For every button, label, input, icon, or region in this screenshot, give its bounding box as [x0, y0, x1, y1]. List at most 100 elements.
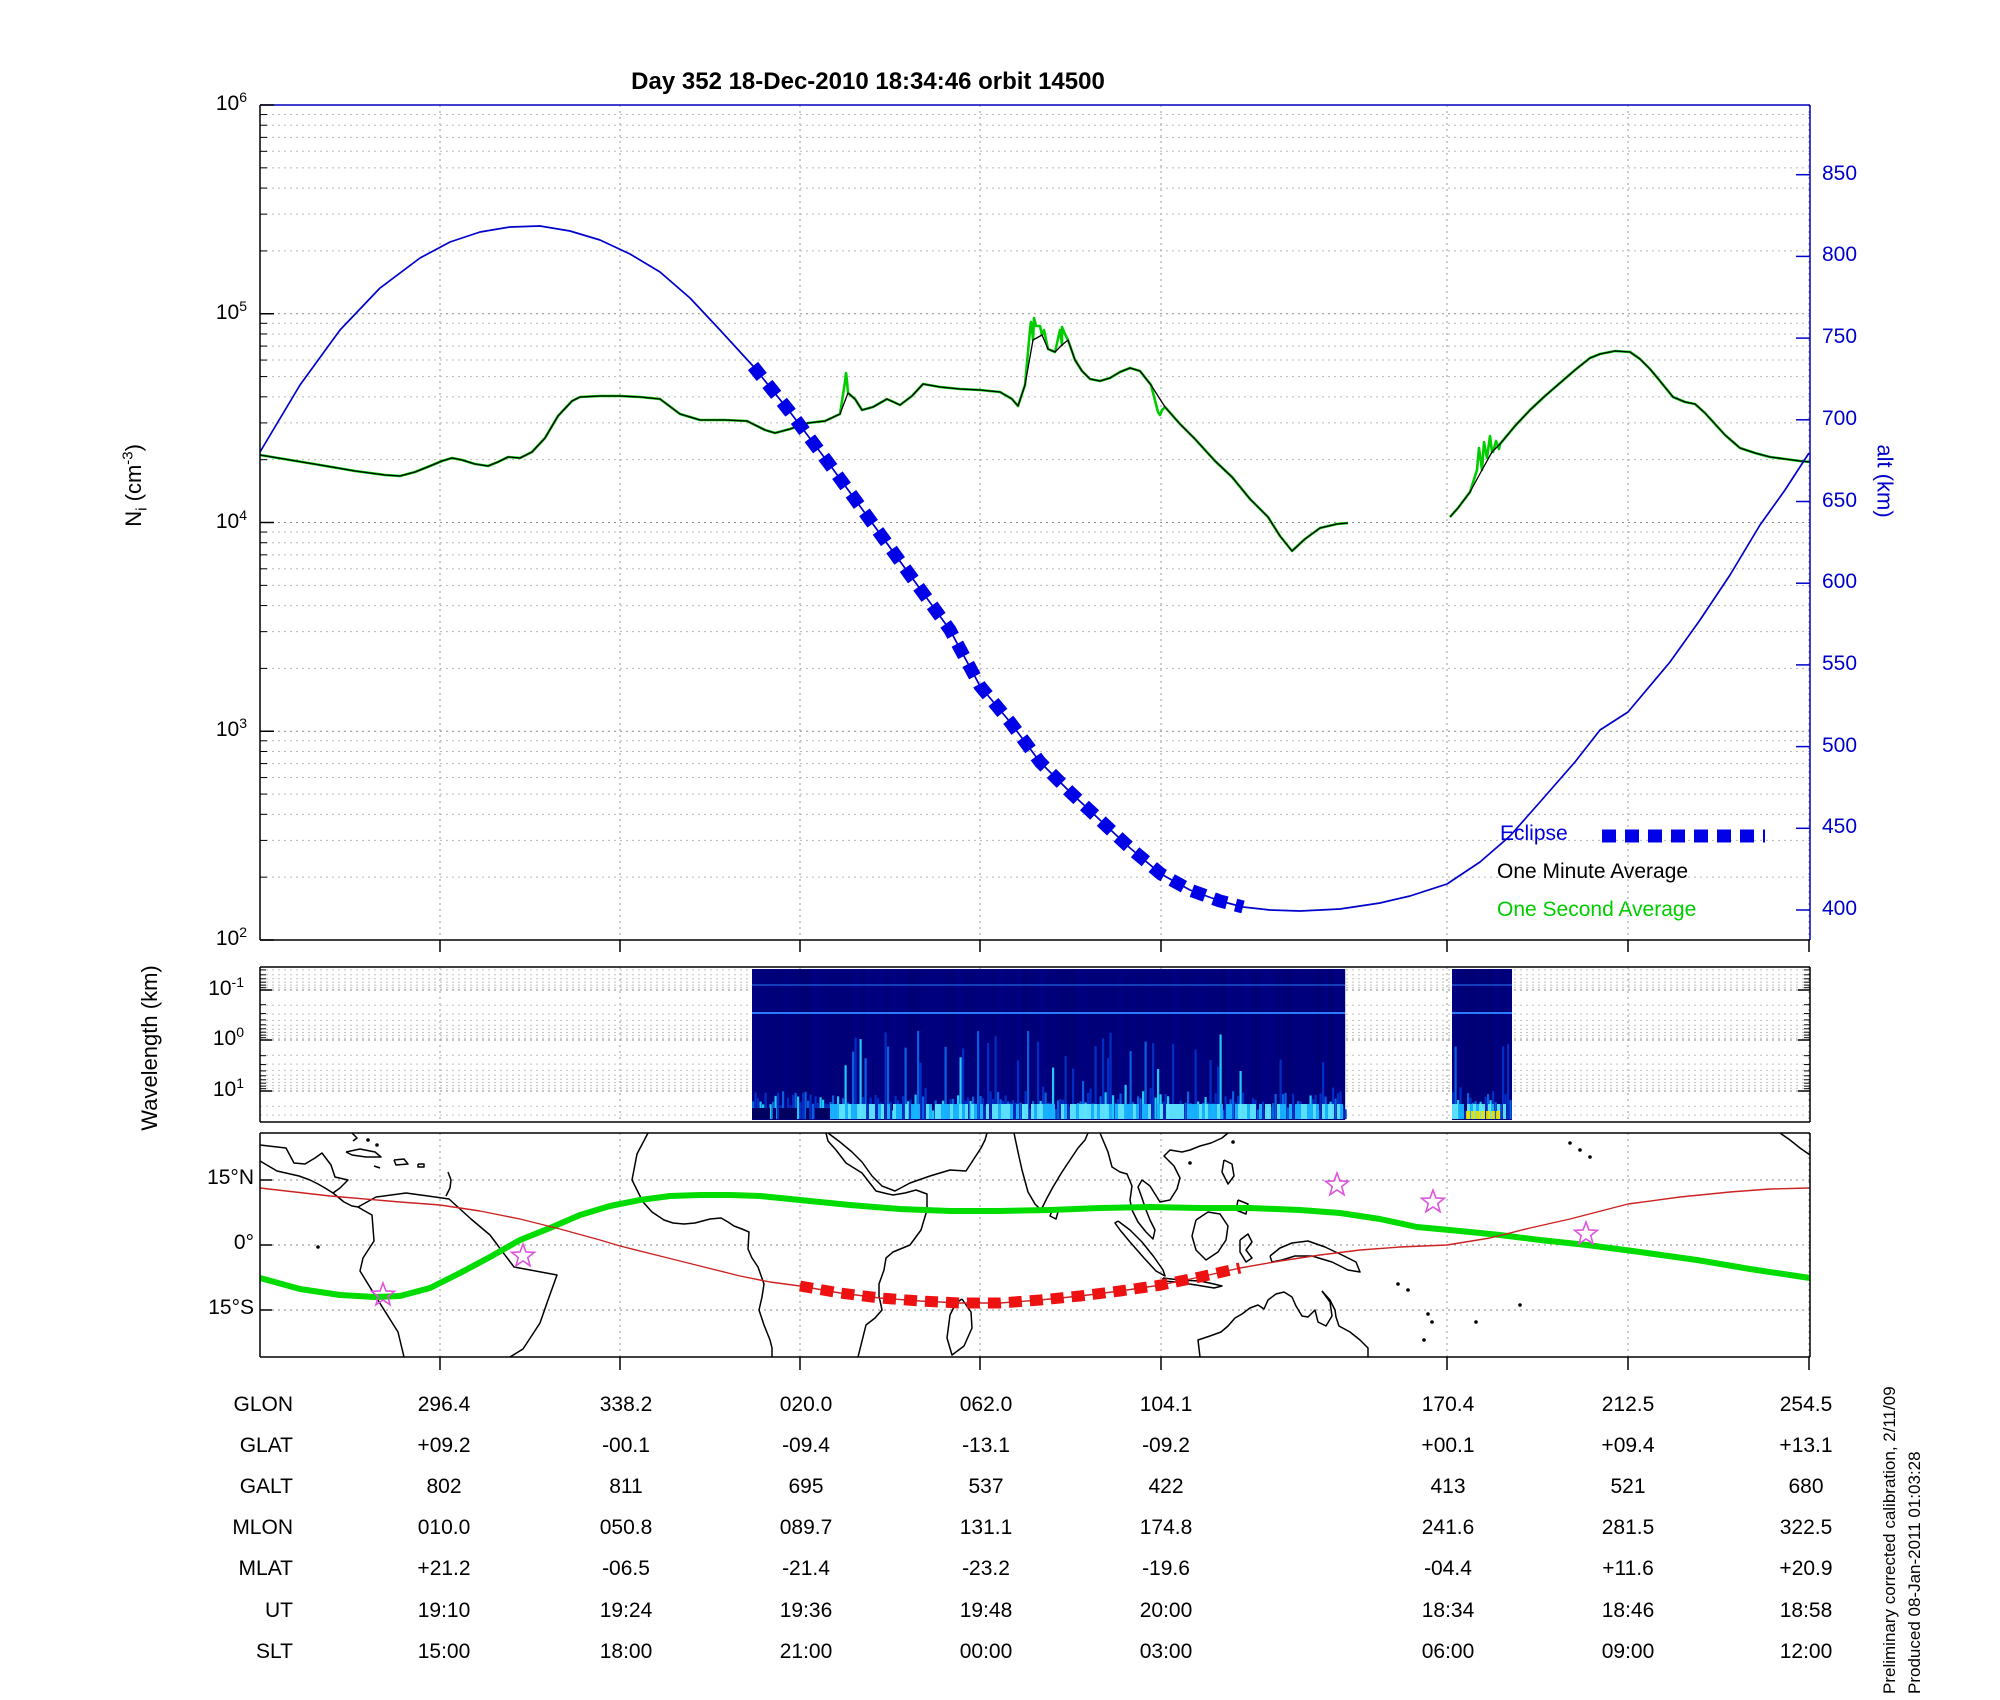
- spectrogram-noise: [920, 969, 926, 1120]
- spectrogram-streak: [994, 1036, 997, 1119]
- spectrogram-bottom-bright: [947, 1104, 950, 1119]
- spectrogram-bottom-bright: [1076, 1104, 1079, 1119]
- spectrogram-noise: [1004, 969, 1010, 1120]
- spectrogram-bottom-bright: [1307, 1104, 1310, 1119]
- spectrogram-bottom-bright: [863, 1104, 866, 1119]
- spectrogram-bottom-bright: [1241, 1104, 1244, 1119]
- spectrogram-bottom-bright: [1118, 1104, 1121, 1119]
- spectrogram-bottom-bright: [1208, 1104, 1211, 1119]
- spectrogram-bottom-bright: [953, 1104, 956, 1119]
- spectrogram-bottom-bright: [1061, 1104, 1064, 1119]
- spectrogram-streak: [1089, 1088, 1092, 1119]
- spectrogram-streak: [792, 1095, 795, 1119]
- table-cell-ut-7: 18:58: [1779, 1599, 1833, 1622]
- island-dot: [1578, 1148, 1582, 1152]
- spectrogram-bottom-bright: [1031, 1104, 1034, 1119]
- spectrogram-streak: [1082, 1081, 1085, 1119]
- spectrogram-streak: [944, 1046, 947, 1119]
- spectrogram-bottom-bright: [1016, 1104, 1019, 1119]
- spectrogram-bottom-bright: [896, 1104, 899, 1119]
- spectrogram-bottom-bright: [1226, 1104, 1229, 1119]
- spectrogram-bottom-bright: [1034, 1104, 1037, 1119]
- spectrogram-bottom-yellow: [1471, 1111, 1475, 1119]
- spectrogram-streak: [1239, 1070, 1242, 1119]
- spectrogram-bottom-bright: [1265, 1104, 1268, 1119]
- spectrogram-noise: [1046, 969, 1052, 1120]
- table-cell-mlon-1: 050.8: [599, 1516, 653, 1539]
- spectrogram-bottom-bright: [1148, 1104, 1151, 1119]
- spectrogram-noise: [824, 969, 830, 1120]
- spectrogram-bottom-dark: [815, 1108, 818, 1119]
- spectrogram-bottom-bright: [1007, 1104, 1010, 1119]
- spectrogram-noise: [1464, 969, 1470, 1120]
- spectrogram-noise: [980, 969, 986, 1120]
- spectrogram-noise: [866, 969, 872, 1120]
- spectrogram-streak: [1017, 1060, 1020, 1119]
- spectrogram-bottom-bright: [1452, 1104, 1455, 1119]
- spectrogram-bottom-bright: [995, 1104, 998, 1119]
- table-cell-slt-1: 18:00: [599, 1640, 653, 1663]
- ground-station-star: [1419, 1187, 1447, 1214]
- spectrogram-bottom-bright: [959, 1104, 962, 1119]
- table-row-label: UT: [265, 1599, 293, 1622]
- spectrogram-bottom-bright: [845, 1104, 848, 1119]
- spectrogram-bottom-yellow: [1496, 1111, 1500, 1119]
- table-cell-mlat-2: -21.4: [782, 1557, 830, 1580]
- coastline: [1221, 1159, 1235, 1185]
- spectrogram-bottom-bright: [1121, 1104, 1124, 1119]
- spectrogram-bottom-bright: [851, 1104, 854, 1119]
- spectrogram-streak: [1059, 1098, 1062, 1119]
- spectrogram-bottom-bright: [1301, 1104, 1304, 1119]
- alt-tick-label: 700: [1822, 406, 1858, 430]
- table-cell-glon-7: 254.5: [1779, 1393, 1833, 1416]
- table-cell-mlon-0: 010.0: [417, 1516, 471, 1539]
- spectrogram-streak: [1067, 1103, 1070, 1119]
- spectrogram-noise: [896, 969, 902, 1120]
- spectrogram-bottom-bright: [887, 1104, 890, 1119]
- spectrogram-bottom-bright: [1187, 1104, 1190, 1119]
- spectrogram-bottom-yellow: [1466, 1111, 1470, 1119]
- table-cell-mlon-6: 281.5: [1601, 1516, 1655, 1539]
- spectrogram-noise: [1028, 969, 1034, 1120]
- legend-eclipse-label: Eclipse: [1500, 822, 1568, 845]
- island-dot: [1568, 1141, 1572, 1145]
- spectrogram-streak: [1124, 1084, 1127, 1119]
- table-cell-glon-2: 020.0: [779, 1393, 833, 1416]
- spectrogram-streak: [777, 1092, 780, 1119]
- table-cell-ut-2: 19:36: [779, 1599, 833, 1622]
- spectrogram-streak: [1224, 1096, 1227, 1119]
- spectrogram-streak: [867, 1103, 870, 1119]
- spectrogram-bottom-bright: [1280, 1104, 1283, 1119]
- map-lat-label: 0°: [233, 1231, 254, 1254]
- spectrogram-bottom-bright: [1313, 1104, 1316, 1119]
- spectrogram-streak: [1219, 1034, 1222, 1119]
- spectrogram-streak: [1164, 1094, 1167, 1119]
- footer-produced-note: Produced 08-Jan-2011 01:03:28: [1905, 1451, 1924, 1694]
- ni-axis-label: Ni (cm-3): [119, 444, 151, 527]
- alt-tick-label: 800: [1822, 243, 1858, 267]
- coastline: [393, 1158, 409, 1166]
- spectrogram-bottom-bright: [1160, 1104, 1163, 1119]
- spectrogram-noise: [1148, 969, 1154, 1120]
- spectrogram-bottom-bright: [938, 1104, 941, 1119]
- spectrogram-noise: [1286, 969, 1292, 1120]
- spectrogram-bottom-bright: [899, 1104, 902, 1119]
- island-dot: [1231, 1140, 1235, 1144]
- spectrogram-noise: [1052, 969, 1058, 1120]
- spectrogram-bottom-bright: [974, 1104, 977, 1119]
- island-dot: [366, 1138, 370, 1142]
- spectrogram-noise: [1322, 969, 1328, 1120]
- spectrogram-noise: [1076, 969, 1082, 1120]
- spectrogram-bottom-bright: [1331, 1104, 1334, 1119]
- spectrogram-streak: [1107, 1058, 1110, 1119]
- coastline: [1099, 1132, 1229, 1240]
- spectrogram-bottom-dark: [761, 1108, 764, 1119]
- spectrogram-streak: [1494, 1102, 1497, 1119]
- table-cell-ut-4: 20:00: [1139, 1599, 1193, 1622]
- spectrogram-bottom-bright: [1295, 1104, 1298, 1119]
- spectrogram-streak: [909, 1099, 912, 1119]
- spectrogram-streak: [1262, 1101, 1265, 1119]
- spectrogram-noise: [902, 969, 908, 1120]
- spectrogram-noise: [1184, 969, 1190, 1120]
- spectrogram-streak: [1484, 1096, 1487, 1119]
